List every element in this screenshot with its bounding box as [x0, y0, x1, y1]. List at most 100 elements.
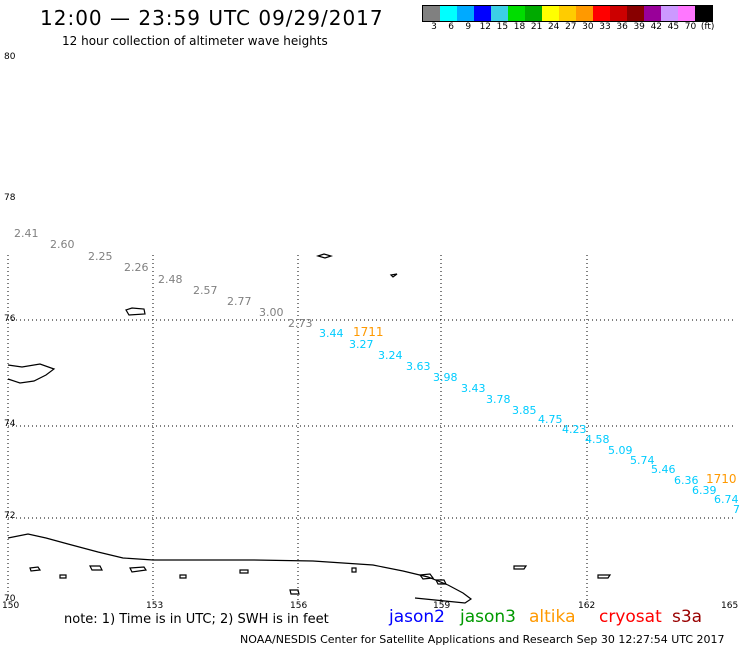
graticule — [7, 255, 733, 600]
legend-swatch — [508, 6, 525, 21]
legend-swatch — [661, 6, 678, 21]
swh-value: 3.00 — [259, 306, 284, 319]
island-outline — [435, 579, 447, 585]
chart-title: 12:00 — 23:59 UTC 09/29/2017 — [40, 6, 384, 30]
swh-value: 3.78 — [486, 393, 511, 406]
island-outline — [59, 574, 67, 579]
satellite-jason3: jason3 — [460, 607, 516, 627]
legend-label: 33 — [599, 22, 611, 32]
swh-value: 2.73 — [288, 317, 313, 330]
legend-label: 27 — [565, 22, 577, 32]
island-outline — [351, 567, 357, 573]
lat-tick-label: 76 — [4, 314, 16, 324]
swh-value: 2.41 — [14, 227, 39, 240]
legend-label: 45 — [667, 22, 680, 32]
legend-label: 24 — [547, 22, 560, 32]
legend-label: (ft) — [700, 22, 715, 32]
swh-value: 5.46 — [651, 463, 676, 476]
legend-swatch — [593, 6, 610, 21]
footer-credit: NOAA/NESDIS Center for Satellite Applica… — [240, 633, 725, 646]
swh-value: 5.74 — [630, 454, 655, 467]
swh-value: 6.74 — [714, 493, 739, 506]
swh-value: 3.24 — [378, 349, 403, 362]
swh-value: 3.27 — [349, 338, 374, 351]
legend-swatch — [440, 6, 457, 21]
swh-value: 2.77 — [227, 295, 252, 308]
satellite-jason2: jason2 — [389, 607, 445, 627]
legend-swatch — [525, 6, 542, 21]
swh-value: 3.85 — [512, 404, 537, 417]
legend-swatch — [423, 6, 440, 21]
island-outline — [239, 569, 249, 574]
lon-tick-label: 162 — [578, 601, 596, 611]
island-outline — [418, 573, 435, 580]
island-outline — [315, 253, 334, 259]
island-outline — [89, 565, 103, 571]
swh-value: 2.26 — [124, 261, 149, 274]
swh-value: 6.36 — [674, 474, 699, 487]
pass-time-stamp: 1711 — [353, 325, 384, 339]
legend-label: 3 — [431, 22, 437, 32]
swh-value: 2.25 — [88, 250, 113, 263]
swh-value: 4.75 — [538, 413, 563, 426]
swh-value: 3.44 — [319, 327, 344, 340]
legend-swatch — [474, 6, 491, 21]
lon-tick-label: 150 — [2, 601, 20, 611]
legend-label: 30 — [582, 22, 594, 32]
legend-label: 21 — [530, 22, 543, 32]
lat-tick-label: 72 — [4, 511, 16, 521]
lat-tick-label: 80 — [4, 52, 16, 62]
satellite-cryosat: cryosat — [599, 607, 662, 627]
legend-swatch — [644, 6, 661, 21]
swh-value: 5.09 — [608, 444, 633, 457]
swh-value: 6.39 — [692, 484, 717, 497]
swh-value: 2.60 — [50, 238, 75, 251]
swh-value: 3.63 — [406, 360, 431, 373]
chart-subtitle: 12 hour collection of altimeter wave hei… — [62, 34, 328, 48]
swh-value: 4.23 — [562, 423, 587, 436]
swh-value: 2.57 — [193, 284, 218, 297]
lon-tick-label: 165 — [721, 601, 739, 611]
footer-note: note: 1) Time is in UTC; 2) SWH is in fe… — [64, 612, 329, 627]
legend-swatch — [542, 6, 559, 21]
lon-tick-label: 159 — [433, 601, 451, 611]
legend-swatch — [678, 6, 695, 21]
island-outline — [289, 589, 300, 595]
coast-segment-south — [7, 533, 473, 604]
legend-label: 12 — [479, 22, 492, 32]
legend-swatch — [610, 6, 627, 21]
legend-swatch — [576, 6, 593, 21]
island-outline — [513, 565, 528, 570]
island-outline — [389, 273, 398, 278]
legend-swatch — [695, 6, 712, 21]
satellite-s3a: s3a — [672, 607, 703, 627]
legend-label: 70 — [684, 22, 697, 32]
island-outline — [129, 566, 148, 573]
legend-label: 36 — [616, 22, 628, 32]
lat-tick-label: 74 — [4, 419, 16, 429]
color-legend — [422, 5, 713, 22]
legend-swatch — [559, 6, 576, 21]
island-outline — [597, 574, 612, 579]
swh-value: 7 — [733, 503, 740, 516]
island-outline — [29, 566, 42, 572]
lat-tick-label: 70 — [4, 594, 16, 604]
swh-value: 2.48 — [158, 273, 183, 286]
legend-label: 15 — [496, 22, 509, 32]
legend-label: 6 — [448, 22, 454, 32]
legend-swatch — [627, 6, 644, 21]
coast-segment-west — [7, 363, 56, 384]
legend-swatch — [457, 6, 474, 21]
legend-label: 18 — [513, 22, 526, 32]
lon-tick-label: 153 — [146, 601, 164, 611]
swh-value: 4.58 — [585, 433, 610, 446]
legend-label: 42 — [650, 22, 663, 32]
coastline — [7, 253, 612, 604]
legend-swatch — [491, 6, 508, 21]
pass-time-stamp: 1710 — [706, 472, 737, 486]
island-outline — [125, 307, 146, 316]
legend-label: 9 — [465, 22, 472, 32]
lat-tick-label: 78 — [4, 193, 16, 203]
lon-tick-label: 156 — [290, 601, 308, 611]
